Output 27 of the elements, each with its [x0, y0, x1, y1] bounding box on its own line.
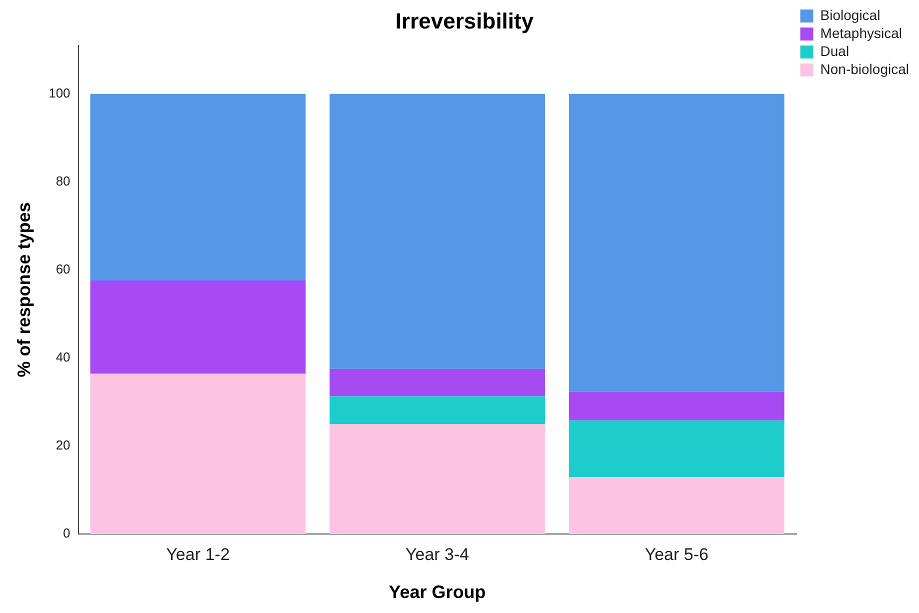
bar: [330, 396, 545, 424]
legend-label: Non-biological: [820, 60, 909, 77]
y-tick-label: 60: [56, 261, 70, 276]
legend-label: Dual: [820, 42, 850, 59]
bar: [90, 94, 306, 280]
bar: [90, 280, 306, 374]
y-tick-label: 100: [48, 85, 70, 100]
y-tick-label: 0: [63, 526, 70, 541]
bar: [568, 392, 784, 420]
y-tick-label: 80: [56, 173, 70, 188]
x-tick-label: Year 1-2: [166, 544, 230, 564]
bar: [568, 94, 784, 392]
y-tick-label: 20: [56, 438, 70, 453]
x-axis-title: Year Group: [388, 582, 486, 602]
y-axis-title: % of response types: [14, 202, 34, 378]
bar: [330, 424, 545, 534]
bar: [568, 477, 784, 534]
legend-label: Biological: [820, 6, 880, 23]
y-tick-label: 40: [56, 350, 70, 365]
legend-label: Metaphysical: [820, 24, 902, 41]
bar: [330, 94, 545, 369]
x-tick-label: Year 3-4: [405, 544, 470, 564]
x-tick-label: Year 5-6: [644, 544, 708, 564]
bar: [90, 374, 306, 534]
chart-title: Irreversibility: [395, 8, 534, 34]
bar: [330, 368, 545, 396]
bar: [568, 420, 784, 478]
